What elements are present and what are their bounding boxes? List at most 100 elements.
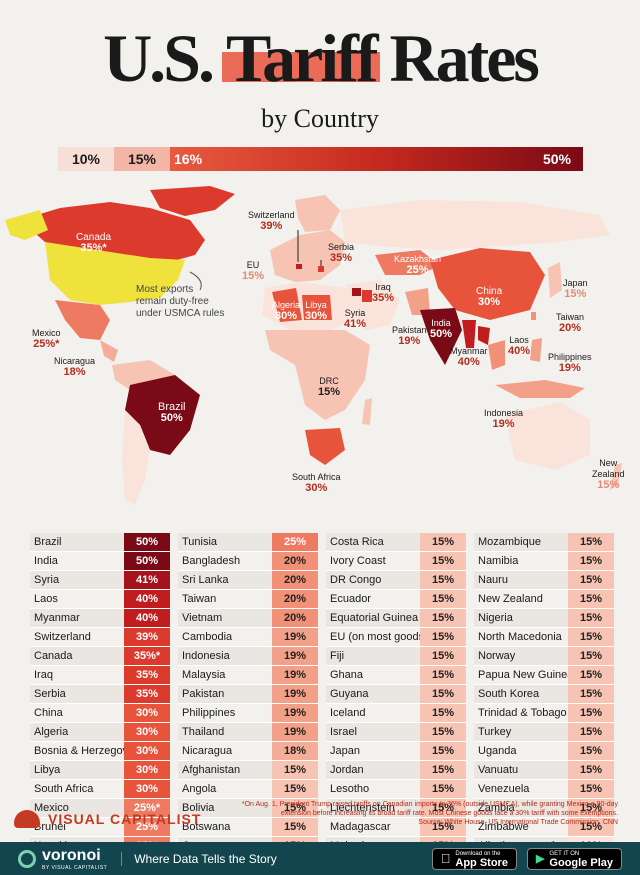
legend-gradient: 16% 50% [170, 147, 583, 171]
color-legend: 10% 15% 16% 50% [58, 147, 583, 171]
tariff-rate: 15% [568, 533, 614, 551]
country-name: Japan [330, 745, 360, 757]
label-canada-rate: 35%* [80, 242, 107, 254]
tariff-rate: 15% [420, 723, 466, 741]
label-south-africa-name: South Africa [292, 472, 341, 482]
tariff-rate: 15% [420, 704, 466, 722]
table-row: Nauru 15% [474, 571, 614, 590]
tariff-rate: 19% [272, 628, 318, 646]
country-name: Sri Lanka [182, 574, 229, 586]
map-south-america-south [122, 410, 150, 505]
tariff-rate: 15% [420, 552, 466, 570]
table-row: Brunei 25% [30, 818, 170, 837]
map-europe [270, 230, 345, 282]
map-philippines [530, 338, 542, 362]
country-name: Mexico [34, 802, 69, 814]
map-algeria [272, 288, 302, 322]
label-new-zealand-name: New Zealand [592, 458, 625, 479]
map-syria [352, 288, 361, 296]
label-libya: Libya 30% [305, 300, 327, 322]
label-myanmar-name: Myanmar [450, 346, 488, 356]
table-row: Lesotho 15% [326, 780, 466, 799]
tariff-rate: 15% [272, 780, 318, 798]
label-taiwan-name: Taiwan [556, 312, 585, 322]
tariff-rate: 25%* [124, 799, 170, 817]
tariff-rate: 15% [420, 666, 466, 684]
label-philippines: Philippines 19% [548, 352, 592, 374]
visual-capitalist-logo [14, 810, 40, 828]
country-name: Zambia [478, 802, 515, 814]
label-eu-name: EU [246, 260, 260, 270]
app-store-button[interactable]:  Download on the App Store [431, 847, 517, 870]
table-row: Malaysia 19% [178, 666, 318, 685]
label-iraq: Iraq 35% [372, 282, 394, 304]
country-name: Ecuador [330, 593, 371, 605]
table-row: Libya 30% [30, 761, 170, 780]
country-name: Zimbabwe [478, 821, 529, 833]
country-name: Uganda [478, 745, 517, 757]
country-name: Pakistan [182, 688, 225, 700]
table-row: South Africa 30% [30, 780, 170, 799]
tariff-rate: 15% [568, 799, 614, 817]
country-name: South Africa [34, 783, 94, 795]
table-row: Mexico 25%* [30, 799, 170, 818]
table-row: India 50% [30, 552, 170, 571]
tariff-rate: 15% [420, 761, 466, 779]
label-laos-name: Laos [509, 335, 529, 345]
footer-bar: voronoi BY VISUAL CAPITALIST Where Data … [0, 842, 640, 875]
map-new-zealand [610, 463, 622, 490]
legend-16: 16% [174, 151, 203, 167]
table-row: Taiwan 20% [178, 590, 318, 609]
country-name: South Korea [478, 688, 540, 700]
tariff-rate: 50% [124, 533, 170, 551]
label-drc: DRC 15% [318, 376, 340, 398]
tariff-rate: 35%* [124, 647, 170, 665]
country-name: Philippines [182, 707, 236, 719]
tariff-rate: 15% [568, 609, 614, 627]
country-name: Libya [34, 764, 61, 776]
table-row: Trinidad & Tobago 15% [474, 704, 614, 723]
google-play-button[interactable]: ▶ GET IT ON Google Play [526, 847, 622, 870]
table-row: Canada 35%* [30, 647, 170, 666]
label-drc-rate: 15% [318, 386, 341, 398]
voronoi-brand[interactable]: voronoi BY VISUAL CAPITALIST [18, 847, 107, 871]
label-pakistan: Pakistan 19% [392, 325, 427, 347]
label-china-name: China [476, 286, 503, 297]
title-part: U.S. [103, 20, 227, 96]
tariff-rate: 30% [124, 723, 170, 741]
country-name: Mozambique [478, 536, 541, 548]
table-row: Turkey 15% [474, 723, 614, 742]
source-text: Source: White House, US International Tr… [418, 819, 618, 826]
table-column: Tunisia 25% Bangladesh 20% Sri Lanka 20% Taiwa… [178, 533, 318, 875]
tariff-rate: 15% [568, 685, 614, 703]
label-algeria-rate: 30% [274, 310, 298, 322]
label-pakistan-rate: 19% [398, 335, 421, 347]
table-row: Jordan 15% [326, 761, 466, 780]
map-madagascar [362, 398, 372, 425]
label-indonesia-name: Indonesia [484, 408, 524, 418]
table-row: China 30% [30, 704, 170, 723]
table-row: Ecuador 15% [326, 590, 466, 609]
table-row: Iraq 35% [30, 666, 170, 685]
table-row: Laos 40% [30, 590, 170, 609]
map-iraq [362, 290, 372, 302]
map-south-africa [305, 428, 345, 465]
label-syria-rate: 41% [344, 318, 367, 330]
label-india-name: India [431, 318, 451, 328]
table-row: Ghana 15% [326, 666, 466, 685]
map-greenland [150, 186, 235, 216]
country-name: Guyana [330, 688, 369, 700]
label-syria: Syria 41% [344, 308, 366, 330]
country-name: Lesotho [330, 783, 370, 795]
table-row: Sri Lanka 20% [178, 571, 318, 590]
map-myanmar [462, 320, 476, 348]
table-row: South Korea 15% [474, 685, 614, 704]
label-eu-rate: 15% [242, 270, 265, 282]
label-canada: Canada 35%* [76, 232, 111, 254]
label-eu: EU 15% [242, 260, 264, 282]
label-mexico: Mexico 25%* [32, 328, 61, 350]
legend-10: 10% [58, 147, 114, 171]
tariff-rate: 15% [420, 571, 466, 589]
label-new-zealand: New Zealand 15% [592, 458, 625, 491]
label-syria-name: Syria [344, 308, 366, 318]
